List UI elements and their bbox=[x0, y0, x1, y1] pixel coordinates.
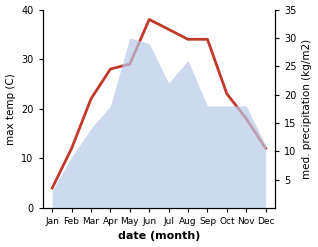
Y-axis label: med. precipitation (kg/m2): med. precipitation (kg/m2) bbox=[302, 39, 313, 179]
Y-axis label: max temp (C): max temp (C) bbox=[5, 73, 16, 144]
X-axis label: date (month): date (month) bbox=[118, 231, 200, 242]
